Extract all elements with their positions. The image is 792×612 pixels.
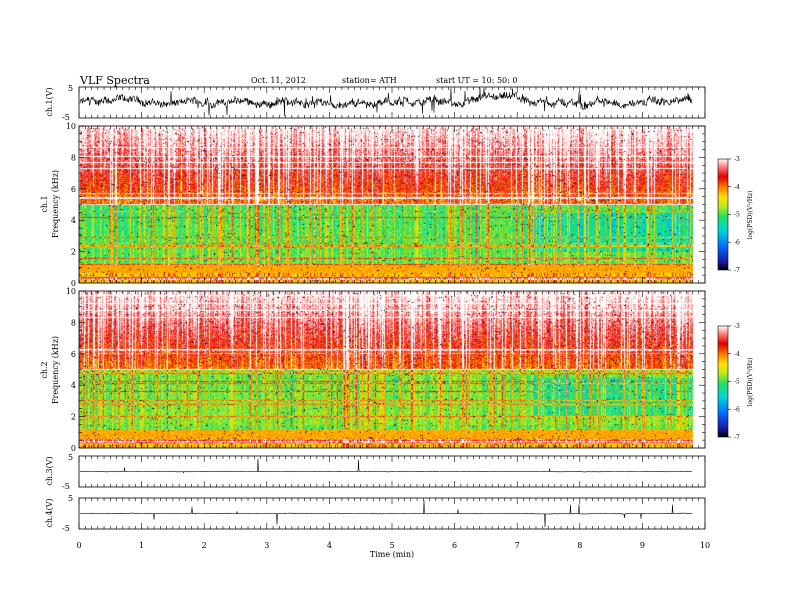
frequency-tick-label: 4 <box>71 216 76 225</box>
time-tick-label: 8 <box>577 541 582 550</box>
ch4-waveform-panel: ch.4(V) 5 -5 <box>45 494 706 533</box>
colorbar-tick-label: -7 <box>734 434 740 441</box>
frequency-tick-label: 8 <box>71 318 76 327</box>
colorbar-tick-label: -3 <box>734 323 740 330</box>
date-label: Oct. 11, 2012 <box>251 76 306 85</box>
ch1-waveform-trace <box>79 87 693 117</box>
colorbar-tick-label: -5 <box>734 379 740 386</box>
frequency-tick-label: 10 <box>66 287 76 296</box>
frequency-tick-label: 0 <box>71 279 76 288</box>
time-tick-label: 9 <box>640 541 645 550</box>
ch3-ytick-bottom: -5 <box>62 482 70 491</box>
colorbar-tick-label: -3 <box>734 156 740 163</box>
ch1-colorbar-ticks: -3 -4 -5 -6 -7 <box>728 156 740 274</box>
frequency-tick-label: 2 <box>71 248 76 257</box>
time-tick-label: 4 <box>327 541 332 550</box>
ch2-frequency-ticks: 10 8 6 4 2 0 <box>66 287 705 453</box>
ch4-waveform-ylabel: ch.4(V) <box>45 498 54 527</box>
ch4-ytick-bottom: -5 <box>62 524 70 533</box>
time-tick-label: 10 <box>700 541 710 550</box>
station-label: station= ATH <box>342 76 397 85</box>
time-tick-label: 2 <box>202 541 207 550</box>
colorbar-tick-label: -4 <box>734 351 740 358</box>
ch2-colorbar-ticks: -3 -4 -5 -6 -7 <box>728 323 740 441</box>
frequency-tick-label: 8 <box>71 153 76 162</box>
ch1-waveform-panel: ch.1(V) 5 -5 <box>45 84 706 122</box>
colorbar-tick-label: -7 <box>734 267 740 274</box>
time-tick-label: 7 <box>515 541 520 550</box>
ch1-colorbar <box>717 158 729 271</box>
time-tick-label: 5 <box>389 541 394 550</box>
frequency-tick-label: 6 <box>71 350 76 359</box>
start-time-label: start UT = 10: 50: 0 <box>436 76 517 85</box>
ch2-spectrogram-ylabel-line1: ch.2 <box>40 361 49 378</box>
ch3-waveform-trace <box>79 458 692 474</box>
colorbar-tick-label: -6 <box>734 239 740 246</box>
frequency-tick-label: 2 <box>71 413 76 422</box>
ch1-ytick-top: 5 <box>68 84 73 93</box>
ch3-waveform-ylabel: ch.3(V) <box>45 456 54 485</box>
ch4-waveform-trace <box>80 500 693 528</box>
frequency-tick-label: 6 <box>71 185 76 194</box>
colorbar-tick-label: -5 <box>734 212 740 219</box>
ch2-spectrogram-ylabel-line2: Frequency (kHz) <box>51 336 60 404</box>
time-tick-label: 1 <box>139 541 144 550</box>
ch2-spectrogram-image <box>79 291 705 448</box>
ch1-colorbar-label: log(PSD)(V²/Hz) <box>747 191 754 240</box>
figure-title: VLF Spectra <box>79 74 150 87</box>
frequency-tick-label: 10 <box>66 122 76 131</box>
time-tick-label: 3 <box>264 541 269 550</box>
frequency-tick-label: 0 <box>71 444 76 453</box>
ch1-spectrogram-ylabel-line2: Frequency (kHz) <box>51 170 60 238</box>
ch1-waveform-ylabel: ch.1(V) <box>45 87 54 116</box>
time-axis-tick-labels: 0 1 2 3 4 5 6 7 8 9 10 <box>76 541 710 550</box>
time-axis-label: Time (min) <box>370 550 414 559</box>
ch2-colorbar <box>717 325 729 438</box>
ch1-spectrogram-ylabel-line1: ch.1 <box>40 195 49 212</box>
time-tick-label: 6 <box>452 541 457 550</box>
time-tick-label: 0 <box>76 541 81 550</box>
ch3-waveform-panel: ch.3(V) 5 -5 <box>45 453 706 491</box>
colorbar-tick-label: -6 <box>734 406 740 413</box>
colorbar-tick-label: -4 <box>734 184 740 191</box>
ch1-frequency-ticks: 10 8 6 4 2 0 <box>66 122 705 288</box>
ch1-ytick-bottom: -5 <box>62 113 70 122</box>
frequency-tick-label: 4 <box>71 381 76 390</box>
ch2-colorbar-label: log(PSD)(V²/Hz) <box>747 358 754 407</box>
ch4-ytick-top: 5 <box>68 494 73 503</box>
time-axis-ticks <box>78 87 706 529</box>
ch1-spectrogram-image <box>79 126 705 283</box>
ch3-ytick-top: 5 <box>68 453 73 462</box>
